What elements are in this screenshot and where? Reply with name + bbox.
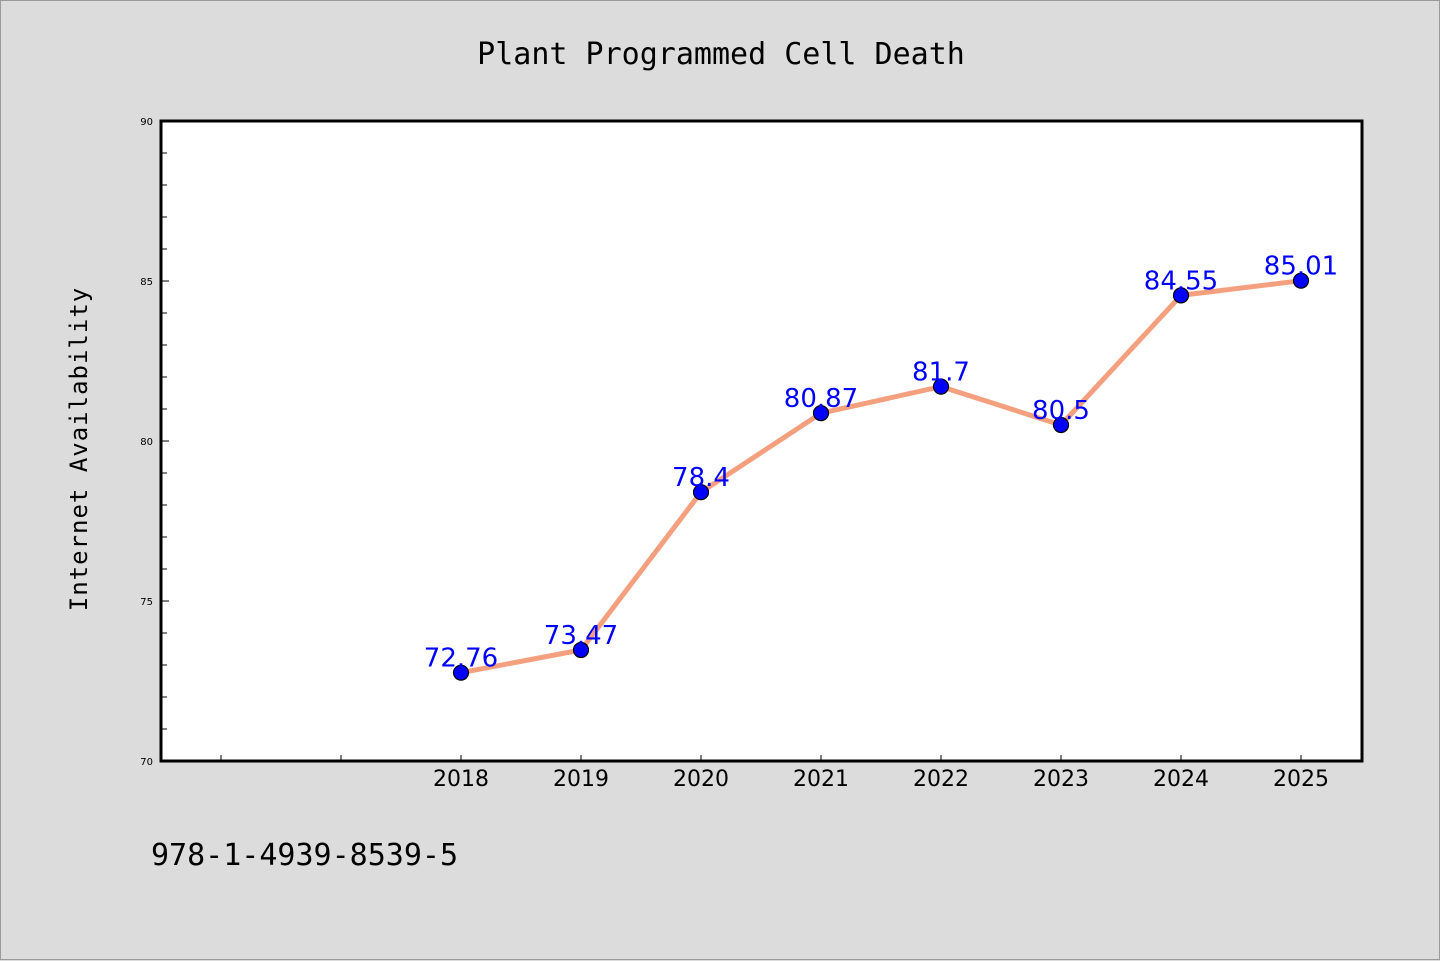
data-label: 81.7 [912,358,970,388]
x-axis: 2018 2019 2020 2021 2022 2023 2024 2025 [220,755,1329,792]
chart-title: Plant Programmed Cell Death [477,37,965,72]
y-tick-label: 80 [140,437,153,448]
data-label: 78.4 [672,463,730,493]
data-labels: 72.76 73.47 78.4 80.87 81.7 80.5 84.55 85.01 [424,252,1338,674]
y-axis: 70 75 80 85 90 [140,117,169,768]
x-tick-label: 2022 [913,767,969,792]
data-point [1292,272,1310,289]
data-point [1052,416,1070,434]
x-tick-label: 2024 [1153,767,1209,792]
data-label: 72.76 [424,644,498,674]
y-tick-label: 90 [140,117,153,128]
data-point [812,405,830,422]
x-tick-label: 2018 [433,767,489,792]
data-label: 73.47 [544,621,618,651]
x-tick-label: 2019 [553,767,609,792]
x-tick-label: 2023 [1033,767,1089,792]
data-label: 84.55 [1144,266,1218,296]
data-label: 80.5 [1032,396,1090,426]
y-tick-label: 70 [140,757,153,768]
data-label: 85.01 [1264,252,1338,282]
data-label: 80.87 [784,384,858,414]
x-tick-label: 2020 [673,767,729,792]
x-tick-label: 2021 [793,767,849,792]
y-axis-label: Internet Availability [65,287,93,611]
y-tick-label: 75 [140,597,153,608]
y-tick-label: 85 [140,277,153,288]
footer-isbn: 978-1-4939-8539-5 [151,838,458,873]
data-point [452,664,470,681]
data-point [1172,287,1190,304]
x-tick-label: 2025 [1273,767,1329,792]
plot-area [159,119,1364,763]
data-point [572,641,590,659]
data-point [692,484,710,501]
series-line [460,278,1302,676]
data-markers [452,272,1310,681]
data-point [932,378,950,395]
